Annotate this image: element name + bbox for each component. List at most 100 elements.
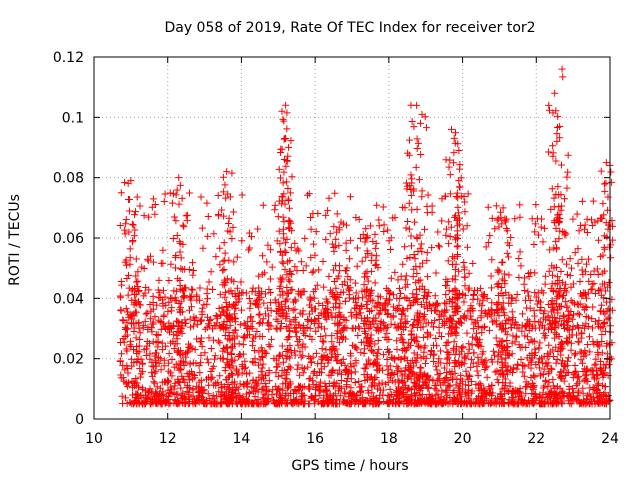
data-point xyxy=(579,367,587,375)
data-point xyxy=(347,352,355,360)
data-point xyxy=(444,338,452,346)
data-point xyxy=(566,255,574,263)
data-point xyxy=(460,313,468,321)
data-point xyxy=(562,230,570,238)
data-point xyxy=(574,309,582,317)
data-point xyxy=(490,317,498,325)
data-point xyxy=(201,349,209,357)
data-point xyxy=(461,282,469,290)
data-point xyxy=(275,197,283,205)
data-point xyxy=(415,176,423,184)
data-point xyxy=(585,390,593,398)
data-point xyxy=(172,251,180,259)
data-point xyxy=(580,400,588,408)
data-point xyxy=(144,323,152,331)
data-point xyxy=(439,400,447,408)
data-point xyxy=(363,320,371,328)
data-point xyxy=(497,208,505,216)
data-point xyxy=(319,258,327,266)
data-point xyxy=(353,244,361,252)
data-point xyxy=(446,393,454,401)
data-point xyxy=(383,335,391,343)
data-point xyxy=(281,266,289,274)
data-point xyxy=(555,210,563,218)
data-point xyxy=(445,359,453,367)
y-tick-label: 0.02 xyxy=(53,352,84,368)
data-point xyxy=(499,305,507,313)
data-point xyxy=(531,228,539,236)
data-point xyxy=(162,301,170,309)
data-point xyxy=(489,347,497,355)
data-point xyxy=(446,156,454,164)
data-point xyxy=(129,221,137,229)
data-point xyxy=(509,332,517,340)
data-point xyxy=(259,360,267,368)
data-point xyxy=(225,372,233,380)
data-point xyxy=(273,325,281,333)
data-point xyxy=(607,254,615,262)
data-point xyxy=(447,315,455,323)
data-point xyxy=(341,324,349,332)
data-point xyxy=(583,395,591,403)
data-point xyxy=(566,399,574,407)
data-point xyxy=(215,210,223,218)
data-point xyxy=(397,290,405,298)
data-point xyxy=(605,314,613,322)
data-point xyxy=(528,215,536,223)
data-point xyxy=(300,391,308,399)
data-point xyxy=(363,285,371,293)
data-point xyxy=(323,298,331,306)
data-point xyxy=(416,119,424,127)
data-point xyxy=(518,310,526,318)
x-tick-label: 18 xyxy=(380,431,398,447)
data-point xyxy=(214,192,222,200)
x-tick-label: 22 xyxy=(527,431,545,447)
data-point xyxy=(177,298,185,306)
data-point xyxy=(267,299,275,307)
data-point xyxy=(399,203,407,211)
data-point xyxy=(164,393,172,401)
data-point xyxy=(544,383,552,391)
data-point xyxy=(275,227,283,235)
data-point xyxy=(461,273,469,281)
data-point xyxy=(562,288,570,296)
data-point xyxy=(361,238,369,246)
data-point xyxy=(499,258,507,266)
data-point xyxy=(460,263,468,271)
data-point xyxy=(504,239,512,247)
data-point xyxy=(151,369,159,377)
data-point xyxy=(531,220,539,228)
data-point xyxy=(494,301,502,309)
data-point xyxy=(457,319,465,327)
data-point xyxy=(160,362,168,370)
data-point xyxy=(536,339,544,347)
data-point xyxy=(554,292,562,300)
data-point xyxy=(487,312,495,320)
data-point xyxy=(219,257,227,265)
data-point xyxy=(131,298,139,306)
data-point xyxy=(203,355,211,363)
data-point xyxy=(333,210,341,218)
data-point xyxy=(463,243,471,251)
data-point xyxy=(600,319,608,327)
data-point xyxy=(336,267,344,275)
data-point xyxy=(442,231,450,239)
data-point xyxy=(427,400,435,408)
data-point xyxy=(211,355,219,363)
data-point xyxy=(322,236,330,244)
data-point xyxy=(448,329,456,337)
data-point xyxy=(235,352,243,360)
data-point xyxy=(384,300,392,308)
data-point xyxy=(306,213,314,221)
data-point xyxy=(558,320,566,328)
data-point xyxy=(552,107,560,115)
data-point xyxy=(449,287,457,295)
data-point xyxy=(520,399,528,407)
data-point xyxy=(466,373,474,381)
data-point xyxy=(548,185,556,193)
data-point xyxy=(366,342,374,350)
data-point xyxy=(267,322,275,330)
data-point xyxy=(123,319,131,327)
data-point xyxy=(549,271,557,279)
data-point xyxy=(326,390,334,398)
